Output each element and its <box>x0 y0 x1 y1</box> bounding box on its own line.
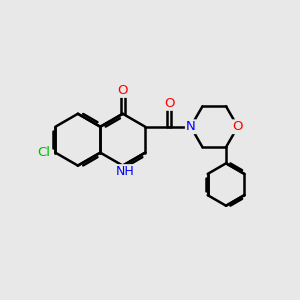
Text: O: O <box>232 120 243 133</box>
Text: NH: NH <box>116 165 134 178</box>
Text: O: O <box>118 84 128 97</box>
Text: O: O <box>164 97 174 110</box>
Text: N: N <box>186 120 196 133</box>
Text: Cl: Cl <box>37 146 50 159</box>
